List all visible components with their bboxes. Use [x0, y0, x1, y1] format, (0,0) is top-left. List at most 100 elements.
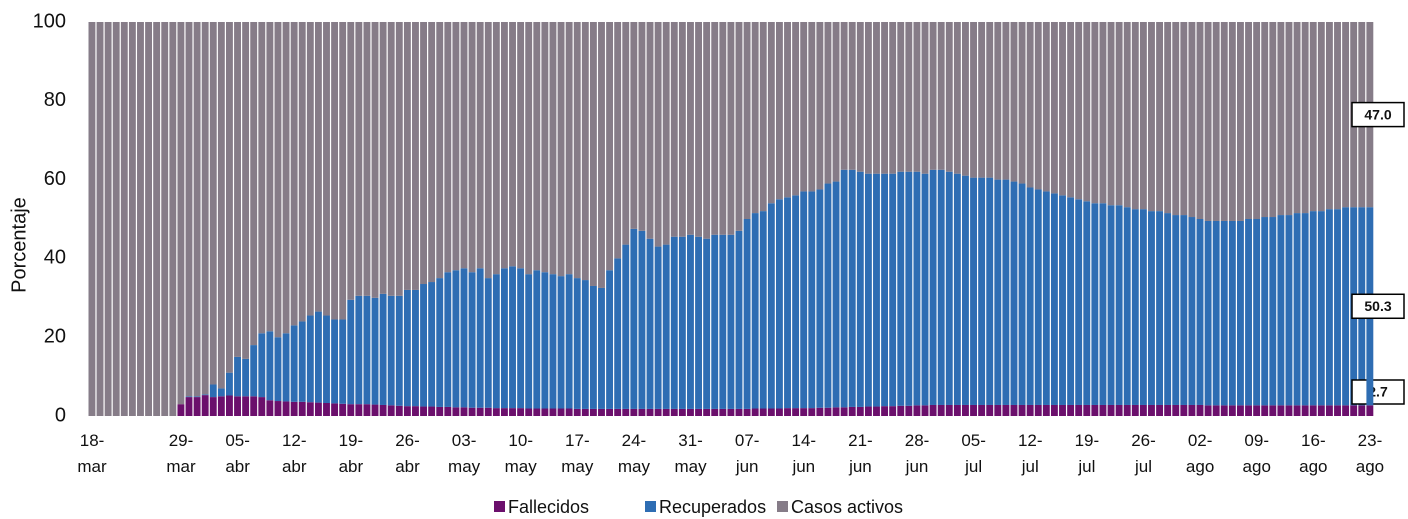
bar-segment [808, 408, 816, 416]
bar-segment [994, 404, 1002, 416]
x-tick-part: 10- [508, 431, 533, 450]
bar-segment [1139, 404, 1147, 416]
bar-segment [1180, 215, 1188, 405]
bar-segment [1075, 22, 1083, 200]
bar-segment [177, 404, 185, 416]
bar-segment [282, 22, 290, 334]
bar-segment [145, 22, 153, 416]
bar-segment [1317, 211, 1325, 406]
x-tick-label: 02- ago [1186, 431, 1214, 476]
bar-segment [1034, 189, 1042, 405]
bar-segment [468, 22, 476, 273]
x-tick-part: ago [1356, 457, 1384, 476]
bar-segment [371, 404, 379, 416]
bar-segment [751, 213, 759, 409]
bar-segment [573, 408, 581, 416]
x-tick-label: 05- jul [961, 431, 986, 476]
bar-segment [905, 171, 913, 406]
bar-segment [169, 22, 177, 416]
bar-segment [1018, 183, 1026, 405]
bar-segment [848, 406, 856, 416]
bar-segment [1042, 404, 1050, 416]
x-tick-label: 26- jul [1131, 431, 1156, 476]
x-tick-part: jun [735, 457, 759, 476]
bar-segment [541, 22, 549, 273]
bar-segment [201, 22, 209, 395]
bar-segment [193, 397, 201, 416]
bar-segment [403, 289, 411, 407]
bar-segment [112, 22, 120, 416]
x-tick-label: 12- jul [1018, 431, 1043, 476]
bar-segment [1277, 405, 1285, 416]
bar-segment [800, 408, 808, 416]
bar-segment [379, 404, 387, 416]
bar-segment [185, 396, 193, 398]
bar-segment [1042, 22, 1050, 192]
bar-segment [331, 403, 339, 416]
bar-segment [614, 22, 622, 259]
bar-segment [484, 278, 492, 408]
bar-segment [242, 396, 250, 416]
bar-segment [824, 183, 832, 408]
bar-segment [711, 234, 719, 409]
bar-segment [436, 406, 444, 416]
bar-segment [476, 407, 484, 416]
bar-segment [1342, 207, 1350, 406]
bar-segment [622, 408, 630, 416]
bar-segment [314, 22, 322, 312]
x-tick-label: 21- jun [848, 431, 873, 476]
legend-label: Fallecidos [508, 497, 589, 517]
legend-label: Recuperados [659, 497, 766, 517]
bar-segment [201, 394, 209, 396]
bar-segment [1245, 405, 1252, 416]
bar-segment [662, 22, 670, 245]
bar-segment [1342, 405, 1350, 416]
bar-segment [1139, 22, 1147, 210]
x-tick-part: mar [166, 457, 196, 476]
bar-segment [816, 189, 824, 408]
bar-segment [323, 22, 330, 316]
bar-segment [1139, 209, 1147, 405]
bar-segment [784, 408, 791, 416]
bar-segment [792, 408, 800, 416]
bar-segment [517, 408, 525, 416]
bar-segment [1196, 22, 1204, 219]
bar-segment [905, 405, 913, 416]
bar-segment [209, 22, 217, 385]
bar-segment [986, 177, 994, 405]
legend-swatch [777, 501, 788, 512]
bar-segment [1123, 22, 1131, 208]
bar-segment [379, 293, 387, 405]
bar-segment [395, 22, 403, 296]
bar-segment [735, 230, 743, 409]
bar-segment [339, 319, 347, 404]
bar-segment [1212, 22, 1220, 221]
data-label: 50.3 [1364, 298, 1391, 314]
bar-segment [1164, 404, 1172, 416]
bar-segment [1220, 22, 1228, 221]
bar-segment [492, 408, 500, 416]
bar-segment [824, 407, 832, 416]
bar-segment [670, 22, 678, 237]
bar-segment [1285, 405, 1293, 416]
bar-segment [225, 395, 233, 416]
bar-segment [234, 356, 241, 397]
bar-segment [792, 195, 800, 409]
bar-segment [678, 236, 686, 409]
x-tick-label: 26- abr [395, 431, 420, 476]
bar-segment [1099, 404, 1107, 416]
legend-swatch [494, 501, 505, 512]
bar-segment [775, 199, 783, 409]
bar-segment [897, 22, 905, 172]
bar-segment [897, 171, 905, 406]
bar-segment [695, 236, 702, 409]
bar-segment [1228, 220, 1236, 406]
data-label-box [1351, 379, 1405, 405]
bar-segment [832, 22, 840, 182]
bar-segment [355, 22, 363, 296]
bar-segment [962, 22, 969, 176]
bar-segment [589, 22, 597, 286]
bar-segment [784, 22, 791, 198]
x-tick-part: 05- [225, 431, 250, 450]
